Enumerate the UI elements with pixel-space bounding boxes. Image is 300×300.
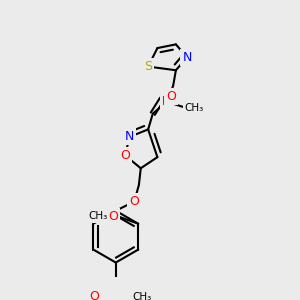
Text: S: S [144, 60, 152, 73]
Text: CH₃: CH₃ [185, 103, 204, 113]
Text: O: O [120, 149, 130, 162]
Text: O: O [108, 210, 118, 223]
Text: CH₃: CH₃ [132, 292, 151, 300]
Text: N: N [182, 51, 192, 64]
Text: O: O [129, 195, 139, 208]
Text: N: N [162, 95, 171, 108]
Text: N: N [125, 130, 134, 143]
Text: O: O [90, 290, 100, 300]
Text: O: O [166, 90, 176, 103]
Text: CH₃: CH₃ [88, 211, 107, 221]
